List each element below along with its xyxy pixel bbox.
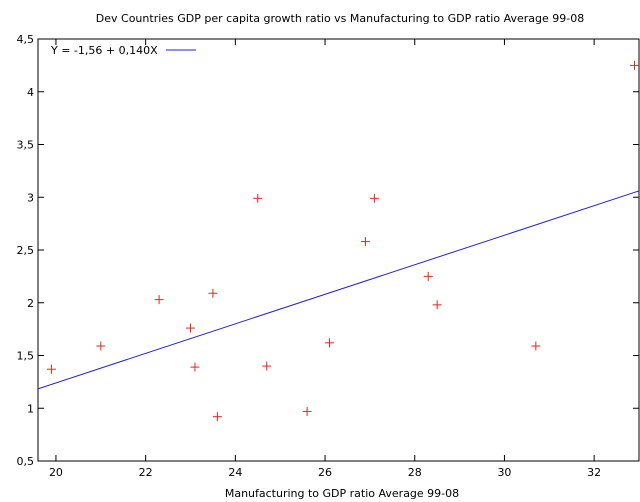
- y-tick-label: 0,5: [17, 455, 35, 468]
- data-point: [190, 362, 200, 372]
- data-point: [302, 406, 312, 416]
- x-tick-label: 32: [587, 466, 601, 479]
- data-point: [432, 300, 442, 310]
- y-tick-label: 1,5: [17, 350, 35, 363]
- data-point: [360, 237, 370, 247]
- x-tick-label: 24: [228, 466, 242, 479]
- data-point: [185, 323, 195, 333]
- y-tick-label: 4,5: [17, 33, 35, 46]
- chart-title: Dev Countries GDP per capita growth rati…: [96, 12, 584, 25]
- legend: Y = -1,56 + 0,140X: [50, 44, 196, 57]
- regression-line: [37, 190, 640, 390]
- data-point: [531, 341, 541, 351]
- y-tick-label: 4: [27, 86, 34, 99]
- x-tick-label: 28: [408, 466, 422, 479]
- data-point: [212, 412, 222, 422]
- x-axis-title: Manufacturing to GDP ratio Average 99-08: [225, 487, 459, 500]
- x-tick-label: 22: [139, 466, 153, 479]
- data-point: [262, 361, 272, 371]
- y-tick-label: 1: [27, 402, 34, 415]
- data-point: [423, 271, 433, 281]
- regression-line-layer: [37, 190, 640, 390]
- x-tick-label: 26: [318, 466, 332, 479]
- data-point: [325, 338, 335, 348]
- data-point: [253, 193, 263, 203]
- plot-area-border: [37, 38, 640, 462]
- y-tick-label: 3,5: [17, 139, 35, 152]
- y-tick-label: 2,5: [17, 244, 35, 257]
- data-point: [46, 364, 56, 374]
- y-tick-label: 2: [27, 297, 34, 310]
- y-tick-label: 3: [27, 191, 34, 204]
- x-axis-ticks: 20 22 24 26 28 30 32: [49, 39, 601, 479]
- data-point: [208, 288, 218, 298]
- data-point: [96, 341, 106, 351]
- data-point: [154, 295, 164, 305]
- data-points-layer: [46, 60, 640, 422]
- x-tick-label: 30: [497, 466, 511, 479]
- y-axis-ticks: 0,5 1 1,5 2 2,5 3 3,5 4 4,5: [17, 33, 639, 468]
- legend-label: Y = -1,56 + 0,140X: [50, 44, 158, 57]
- x-tick-label: 20: [49, 466, 63, 479]
- data-point: [630, 60, 640, 70]
- data-point: [369, 193, 379, 203]
